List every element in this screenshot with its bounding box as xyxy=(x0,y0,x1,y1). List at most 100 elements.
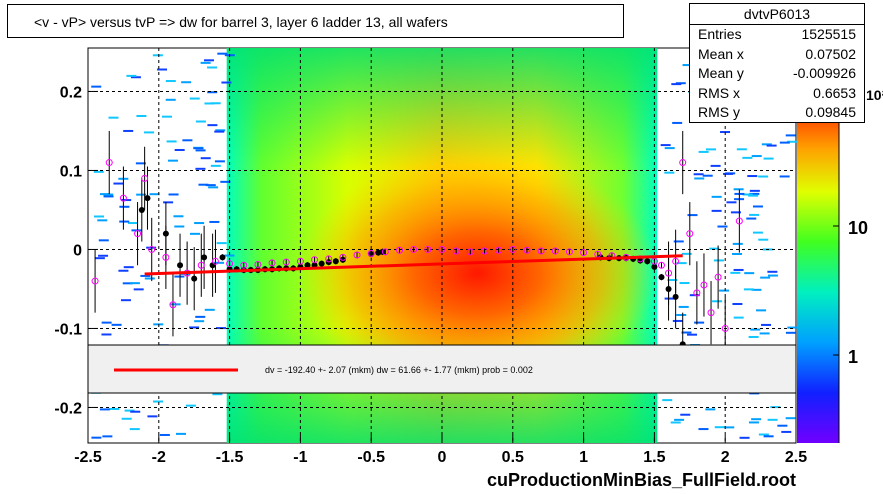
data-point xyxy=(211,257,219,265)
data-point xyxy=(201,254,208,261)
sparse-cell xyxy=(670,421,681,424)
sparse-cell xyxy=(195,149,206,152)
data-point xyxy=(651,263,658,270)
stats-row: Mean y -0.009926 xyxy=(698,65,856,81)
chart-title: <v - vP> versus tvP => dw for barrel 3, … xyxy=(7,4,624,38)
data-point xyxy=(141,174,149,182)
data-point xyxy=(693,289,701,297)
sparse-cell xyxy=(210,164,221,167)
sparse-cell xyxy=(742,193,753,196)
data-point xyxy=(311,256,319,264)
sparse-cell xyxy=(694,321,705,324)
sparse-cell xyxy=(785,134,796,137)
data-point xyxy=(672,257,680,265)
sparse-cell xyxy=(779,141,790,144)
sparse-cell xyxy=(717,225,728,228)
series-open-points xyxy=(91,130,743,361)
sparse-cell xyxy=(166,140,177,143)
sparse-cell xyxy=(705,148,716,151)
data-point xyxy=(565,248,573,256)
sparse-cell xyxy=(173,215,184,218)
data-point xyxy=(721,324,729,332)
sparse-cell xyxy=(787,140,798,143)
sparse-cell xyxy=(746,217,757,220)
sparse-cell xyxy=(181,81,192,84)
sparse-cell xyxy=(168,193,179,196)
sparse-cell xyxy=(221,81,232,84)
sparse-cell xyxy=(749,189,760,192)
sparse-cell xyxy=(767,274,778,277)
sparse-cell xyxy=(785,417,796,420)
sparse-cell xyxy=(174,148,185,151)
sparse-cell xyxy=(676,262,687,265)
sparse-cell xyxy=(712,300,723,303)
sparse-cell xyxy=(781,430,792,433)
data-point xyxy=(162,253,170,261)
sparse-cell xyxy=(126,74,137,77)
sparse-cell xyxy=(674,418,685,421)
data-point xyxy=(240,261,248,269)
sparse-cell xyxy=(103,195,114,198)
sparse-cell xyxy=(673,240,684,243)
sparse-cell xyxy=(102,435,113,438)
data-point xyxy=(396,246,404,254)
sparse-cell xyxy=(200,157,211,160)
y-tick-label: 0 xyxy=(73,242,82,259)
sparse-cell xyxy=(136,193,147,196)
sparse-cell xyxy=(733,188,744,191)
sparse-cell xyxy=(99,193,110,196)
x-tick-label: 0.5 xyxy=(502,449,524,466)
sparse-cell xyxy=(711,209,722,212)
sparse-cell xyxy=(113,182,124,185)
sparse-cell xyxy=(733,268,744,271)
sparse-cell xyxy=(751,288,762,291)
data-point xyxy=(410,245,418,253)
sparse-cell xyxy=(98,239,109,242)
sparse-cell xyxy=(752,205,763,208)
data-point xyxy=(332,258,339,265)
sparse-cell xyxy=(176,432,187,435)
data-point xyxy=(254,260,262,268)
sparse-cell xyxy=(195,315,206,318)
data-point xyxy=(480,247,488,255)
sparse-cell xyxy=(194,222,205,225)
sparse-cell xyxy=(207,91,218,94)
sparse-cell xyxy=(130,76,141,79)
sparse-cell xyxy=(667,279,678,282)
data-point xyxy=(144,195,151,202)
data-point xyxy=(148,245,156,253)
sparse-cell xyxy=(200,61,211,64)
sparse-cell xyxy=(204,102,215,105)
stats-row: Mean x 0.07502 xyxy=(698,45,856,62)
sparse-cell xyxy=(709,247,720,250)
sparse-cell xyxy=(758,433,769,436)
data-point xyxy=(438,245,446,253)
data-point xyxy=(665,269,673,277)
sparse-cell xyxy=(742,156,753,159)
sparse-cell xyxy=(766,144,777,147)
data-point xyxy=(268,259,276,267)
sparse-cell xyxy=(195,120,206,123)
y-tick-label: -0.1 xyxy=(54,321,82,338)
sparse-cell xyxy=(146,246,157,249)
data-point xyxy=(424,245,432,253)
sparse-cell xyxy=(140,274,151,277)
sparse-cell xyxy=(749,192,760,195)
data-point xyxy=(381,248,389,256)
sparse-cell xyxy=(705,408,716,411)
sparse-cell xyxy=(129,428,140,431)
sparse-cell xyxy=(124,409,135,412)
sparse-cell xyxy=(207,66,218,69)
sparse-cell xyxy=(91,85,102,88)
data-point xyxy=(138,206,145,213)
data-point xyxy=(686,230,694,238)
sparse-cell xyxy=(153,323,164,326)
sparse-cell xyxy=(111,323,122,326)
sparse-cell xyxy=(730,271,741,274)
sparse-cell xyxy=(136,114,147,117)
sparse-cell xyxy=(732,303,743,306)
stats-row: Entries 1525515 xyxy=(698,26,856,42)
sparse-cell xyxy=(99,408,110,411)
sparse-cell xyxy=(133,288,144,291)
